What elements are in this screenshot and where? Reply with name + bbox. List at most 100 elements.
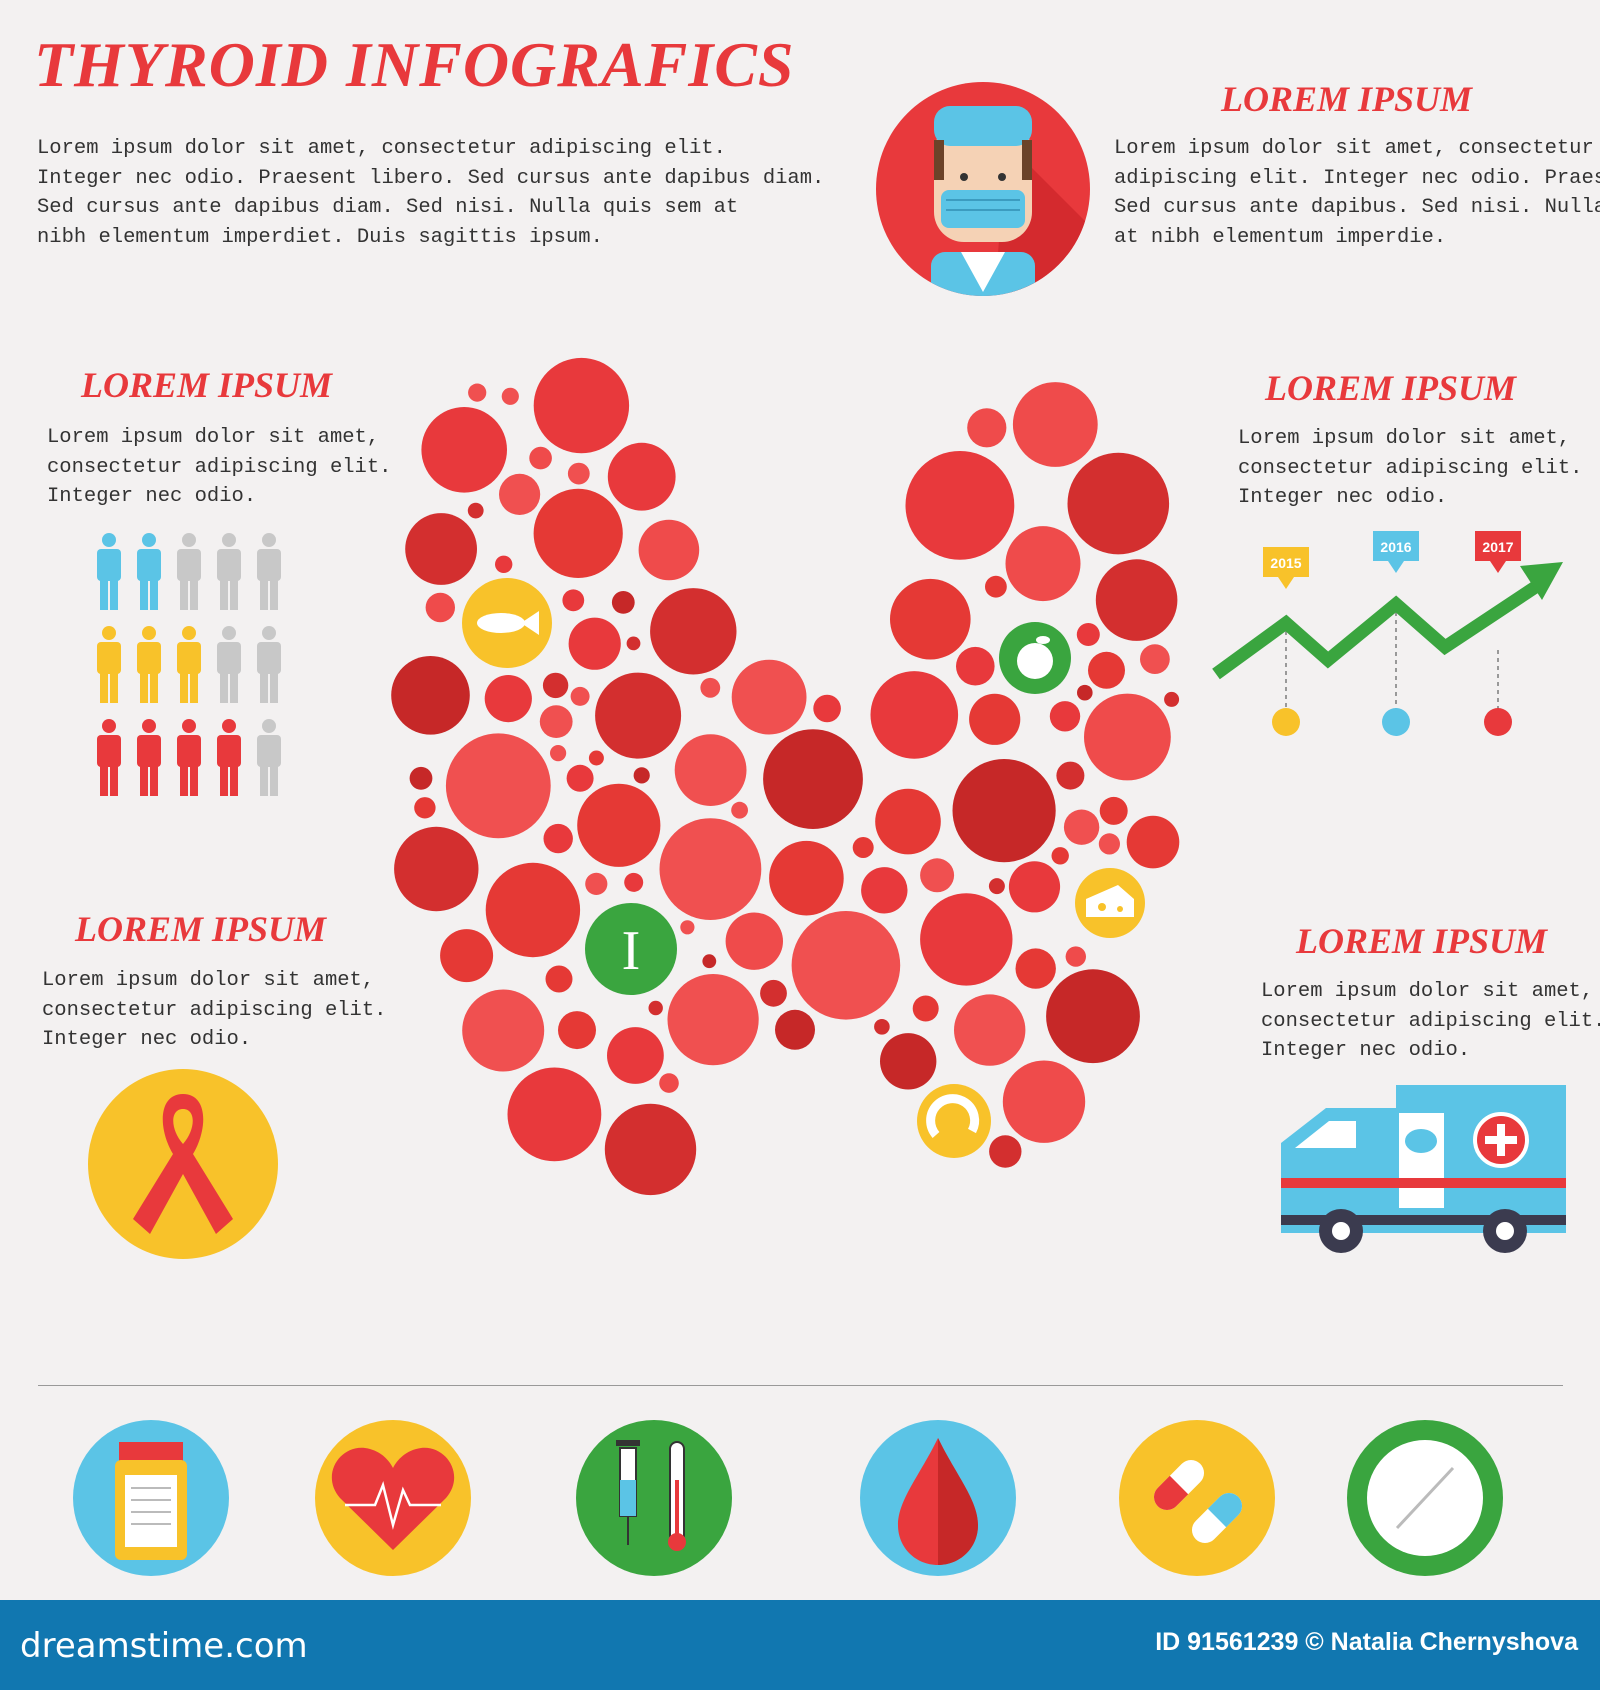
thyroid-dot: [659, 1073, 679, 1093]
thyroid-dot: [1051, 847, 1069, 865]
thyroid-dot: [638, 519, 700, 581]
image-credit: ID 91561239 © Natalia Chernyshova: [1155, 1628, 1578, 1656]
page-title: THYROID INFOGRAFICS: [34, 29, 795, 100]
thyroid-dot: [1067, 452, 1170, 555]
thyroid-dot: [562, 589, 585, 612]
thyroid-dot: [1099, 796, 1128, 825]
thyroid-dot: [969, 693, 1021, 745]
thyroid-dot: [967, 408, 1007, 448]
thyroid-dot: [425, 592, 455, 623]
thyroid-dot: [1005, 526, 1081, 602]
syringe-thermometer-icon: [576, 1420, 732, 1576]
thyroid-dot: [1015, 948, 1056, 989]
thyroid-dot: [680, 920, 695, 935]
year-label: 2017: [1482, 539, 1513, 555]
person-icon: [137, 626, 161, 703]
heart-pulse-icon: [315, 1420, 471, 1576]
iodine-icon: I: [585, 903, 677, 995]
timeline-dot: [1484, 708, 1512, 736]
pill-bottle-icon: [73, 1420, 229, 1576]
thyroid-dot: [462, 989, 545, 1072]
thyroid-dot: [567, 462, 590, 485]
thyroid-dot: [545, 965, 573, 993]
thyroid-dot: [484, 675, 532, 723]
thyroid-dot: [1088, 651, 1125, 689]
tablet-icon: [1347, 1420, 1503, 1576]
section-heading: LOREM IPSUM: [1296, 921, 1548, 961]
timeline-dot: [1382, 708, 1410, 736]
thyroid-dot: [468, 383, 487, 402]
thyroid-dot: [467, 502, 484, 519]
person-icon: [217, 719, 241, 796]
section-text: Lorem ipsum dolor sit amet, consectetur …: [1261, 980, 1600, 1063]
trend-line: [1212, 578, 1544, 680]
thyroid-dot: [633, 767, 650, 784]
thyroid-dot: [760, 979, 787, 1007]
marker-pointer: [1388, 561, 1404, 573]
shrimp-icon: [917, 1084, 991, 1158]
thyroid-dot: [731, 801, 748, 819]
thyroid-dot: [440, 929, 494, 983]
thyroid-dot: [905, 451, 1015, 560]
arrow-head-icon: [1520, 562, 1563, 600]
thyroid-dot: [1076, 623, 1100, 646]
timeline-dot: [1272, 708, 1300, 736]
marker-pointer: [1490, 561, 1506, 573]
thyroid-dot: [650, 588, 737, 675]
person-icon: [257, 626, 281, 703]
person-icon: [177, 533, 201, 610]
thyroid-dot: [405, 513, 477, 585]
thyroid-dot: [568, 617, 621, 670]
thyroid-dot: [543, 823, 573, 854]
thyroid-dot: [611, 591, 635, 614]
thyroid-dot: [874, 1019, 890, 1035]
thyroid-dot: [700, 677, 721, 698]
growth-chart: 2015 2016 2017: [1212, 531, 1563, 736]
thyroid-dot: [607, 1027, 664, 1084]
thyroid-dot: [1065, 946, 1087, 967]
year-marker: [1373, 531, 1419, 561]
thyroid-dot: [667, 974, 759, 1066]
thyroid-dot: [861, 867, 908, 914]
thyroid-dot: [920, 893, 1013, 986]
person-icon: [97, 533, 121, 610]
thyroid-dot: [1012, 382, 1098, 467]
thyroid-dot: [852, 837, 874, 858]
thyroid-dot: [1046, 969, 1140, 1064]
thyroid-dot: [725, 912, 783, 970]
person-icon: [137, 533, 161, 610]
capsules-icon: [1119, 1420, 1275, 1576]
section-heading: LOREM IPSUM: [1265, 368, 1517, 408]
thyroid-dot: [595, 672, 682, 759]
person-icon: [137, 719, 161, 796]
thyroid-dot: [588, 750, 604, 766]
thyroid-dot: [558, 1011, 596, 1050]
thyroid-dot: [659, 818, 762, 920]
doctor-icon: [876, 82, 1090, 296]
thyroid-dot: [702, 954, 717, 969]
section-heading: LOREM IPSUM: [1221, 79, 1473, 119]
section-text: Lorem ipsum dolor sit amet, consectetur …: [47, 426, 392, 509]
thyroid-dot: [890, 578, 971, 660]
thyroid-dot: [607, 442, 676, 511]
year-marker: [1263, 547, 1309, 577]
fish-icon: [462, 578, 552, 668]
footer-bar: dreamstime.com ID 91561239 © Natalia Che…: [0, 1600, 1600, 1690]
thyroid-dot: [813, 694, 841, 723]
thyroid-dot: [507, 1067, 602, 1162]
thyroid-dot: [533, 357, 630, 454]
person-icon: [97, 626, 121, 703]
brand-logo[interactable]: dreamstime.com: [20, 1626, 308, 1666]
thyroid-dot: [1063, 809, 1100, 845]
thyroid-dot: [391, 656, 470, 735]
thyroid-dot: [485, 862, 581, 958]
thyroid-dot: [1008, 861, 1061, 913]
thyroid-dot: [529, 446, 552, 470]
thyroid-dot: [989, 1135, 1022, 1168]
people-statistics-grid: [97, 533, 281, 796]
marker-pointer: [1278, 577, 1294, 589]
cheese-icon: [1075, 868, 1145, 938]
thyroid-dot: [674, 734, 747, 806]
person-icon: [217, 626, 241, 703]
person-icon: [257, 719, 281, 796]
